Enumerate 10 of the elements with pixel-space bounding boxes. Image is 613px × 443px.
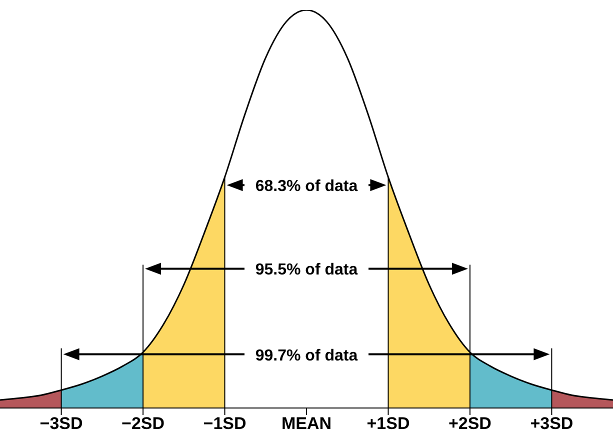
x-tick-label: MEAN [281, 414, 332, 434]
x-tick-label: −1SD [203, 414, 246, 434]
x-tick-label: −3SD [40, 414, 83, 434]
annotation: 95.5% of data [255, 262, 358, 279]
x-tick-label: −2SD [122, 414, 165, 434]
x-tick-label: +3SD [530, 414, 574, 434]
x-tick-label: +1SD [366, 414, 410, 434]
annotation: 68.3% of data [255, 178, 358, 196]
x-tick-label: +2SD [448, 414, 492, 434]
annotation: 99.7% of data [255, 347, 358, 364]
